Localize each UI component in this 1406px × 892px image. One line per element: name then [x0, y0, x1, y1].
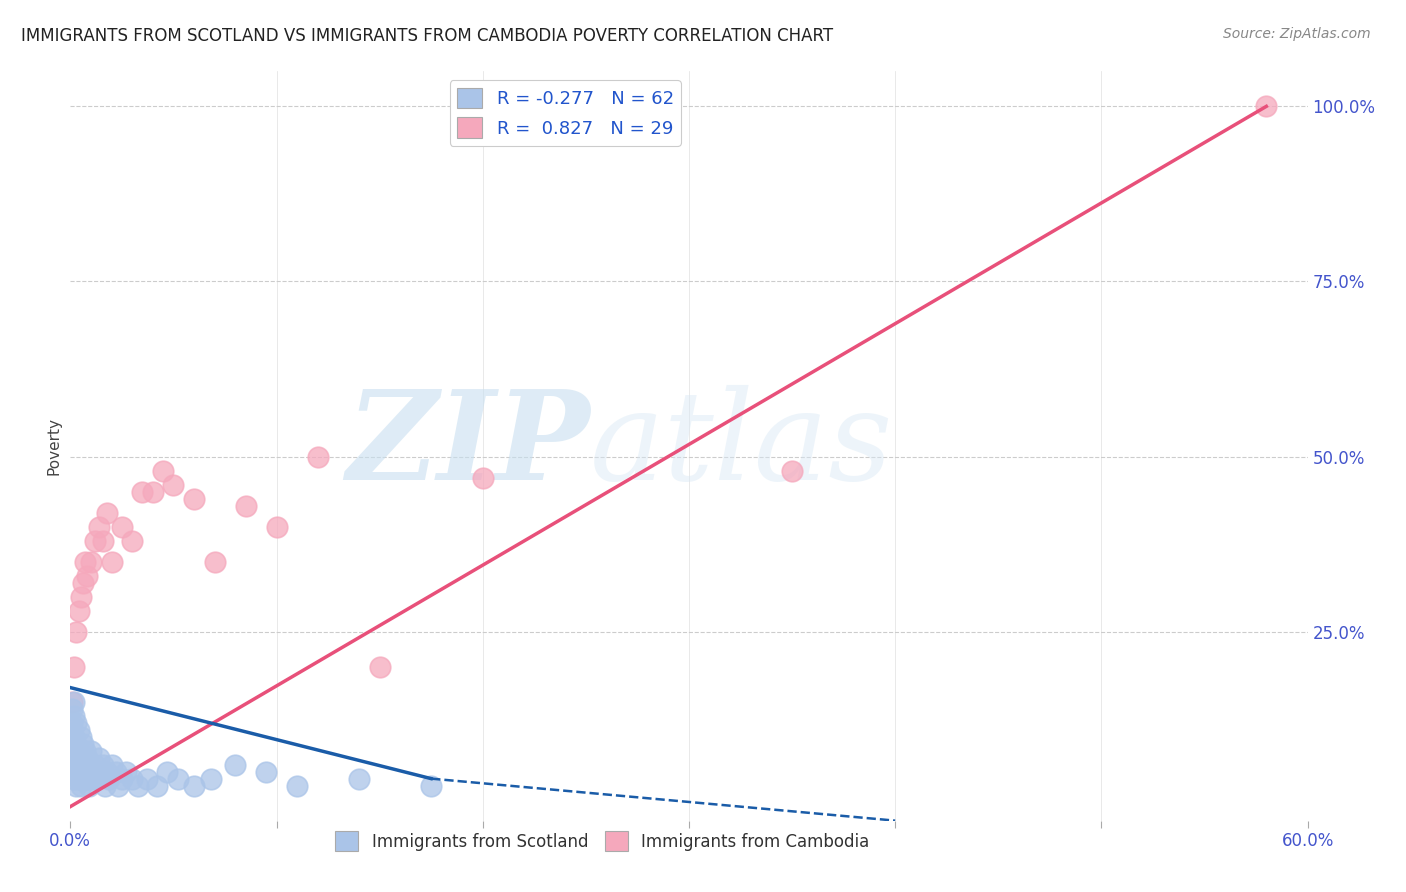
Point	[63, 695, 86, 709]
Point	[72, 737, 94, 751]
Text: ZIP: ZIP	[346, 385, 591, 507]
Point	[91, 757, 114, 772]
Point	[347, 772, 370, 786]
Point	[107, 779, 129, 793]
Point	[100, 555, 122, 569]
Point	[91, 533, 114, 548]
Text: IMMIGRANTS FROM SCOTLAND VS IMMIGRANTS FROM CAMBODIA POVERTY CORRELATION CHART: IMMIGRANTS FROM SCOTLAND VS IMMIGRANTS F…	[21, 27, 834, 45]
Point	[60, 695, 83, 709]
Text: Source: ZipAtlas.com: Source: ZipAtlas.com	[1223, 27, 1371, 41]
Point	[65, 624, 87, 639]
Point	[121, 772, 143, 786]
Point	[63, 757, 86, 772]
Point	[368, 659, 391, 673]
Point	[77, 757, 100, 772]
Point	[63, 772, 86, 786]
Point	[69, 730, 91, 744]
Point	[183, 491, 205, 506]
Legend: Immigrants from Scotland, Immigrants from Cambodia: Immigrants from Scotland, Immigrants fro…	[328, 825, 876, 857]
Point	[254, 764, 277, 779]
Point	[111, 519, 134, 533]
Point	[471, 470, 494, 484]
Y-axis label: Poverty: Poverty	[46, 417, 62, 475]
Point	[80, 555, 103, 569]
Point	[84, 757, 107, 772]
Point	[76, 568, 98, 582]
Point	[98, 772, 121, 786]
Point	[307, 450, 329, 464]
Point	[67, 723, 90, 737]
Point	[152, 463, 174, 477]
Point	[63, 708, 86, 723]
Point	[60, 701, 83, 715]
Point	[60, 743, 83, 757]
Point	[67, 743, 90, 757]
Point	[780, 463, 803, 477]
Point	[115, 764, 138, 779]
Point	[89, 519, 111, 533]
Point	[89, 750, 111, 764]
Point	[82, 764, 104, 779]
Point	[69, 779, 91, 793]
Point	[65, 764, 87, 779]
Point	[65, 737, 87, 751]
Point	[142, 484, 165, 499]
Point	[73, 743, 96, 757]
Point	[146, 779, 169, 793]
Point	[65, 750, 87, 764]
Point	[63, 730, 86, 744]
Point	[63, 659, 86, 673]
Point	[96, 506, 118, 520]
Point	[86, 772, 108, 786]
Point	[80, 772, 103, 786]
Point	[67, 603, 90, 617]
Point	[84, 533, 107, 548]
Point	[73, 764, 96, 779]
Point	[420, 779, 443, 793]
Point	[72, 772, 94, 786]
Point	[69, 590, 91, 604]
Point	[111, 772, 134, 786]
Point	[266, 519, 288, 533]
Point	[96, 764, 118, 779]
Point	[76, 772, 98, 786]
Point	[166, 772, 188, 786]
Point	[63, 743, 86, 757]
Point	[67, 757, 90, 772]
Point	[60, 764, 83, 779]
Point	[80, 743, 103, 757]
Point	[235, 499, 257, 513]
Point	[162, 477, 184, 491]
Point	[1256, 99, 1278, 113]
Point	[77, 779, 100, 793]
Point	[204, 555, 226, 569]
Point	[67, 772, 90, 786]
Point	[100, 757, 122, 772]
Point	[60, 715, 83, 730]
Point	[183, 779, 205, 793]
Point	[200, 772, 222, 786]
Point	[76, 750, 98, 764]
Point	[156, 764, 179, 779]
Point	[65, 715, 87, 730]
Point	[72, 757, 94, 772]
Point	[135, 772, 157, 786]
Point	[104, 764, 127, 779]
Text: atlas: atlas	[591, 385, 893, 507]
Point	[69, 764, 91, 779]
Point	[90, 764, 112, 779]
Point	[72, 575, 94, 590]
Point	[121, 533, 143, 548]
Point	[285, 779, 308, 793]
Point	[224, 757, 246, 772]
Point	[60, 730, 83, 744]
Point	[73, 555, 96, 569]
Point	[65, 779, 87, 793]
Point	[69, 750, 91, 764]
Point	[94, 779, 117, 793]
Point	[131, 484, 153, 499]
Point	[127, 779, 149, 793]
